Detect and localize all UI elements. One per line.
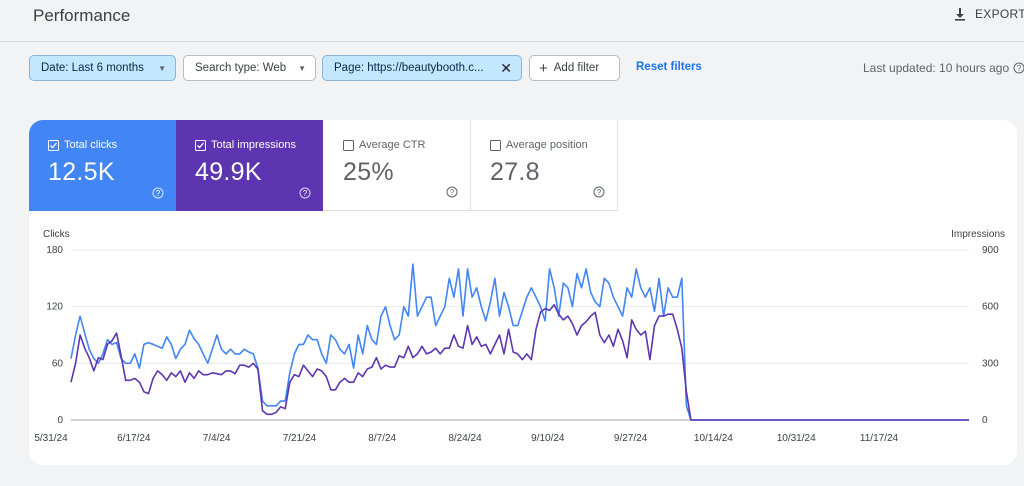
- right-tick-label: 0: [982, 415, 988, 426]
- top-bar: Performance EXPORT: [0, 0, 1024, 42]
- left-tick-label: 0: [57, 415, 63, 426]
- checkbox-unchecked-icon[interactable]: [490, 139, 501, 151]
- last-updated-text: Last updated: 10 hours ago: [863, 61, 1010, 75]
- left-tick-label: 120: [46, 302, 63, 313]
- search-type-filter-chip[interactable]: Search type: Web ▼: [183, 55, 316, 81]
- dropdown-arrow-icon: ▼: [158, 63, 166, 73]
- performance-card: Total clicks 12.5K ? Total impressions 4…: [29, 120, 1017, 465]
- date-filter-chip[interactable]: Date: Last 6 months ▼: [29, 55, 176, 81]
- chart-canvas: 0 0 60 300 120 600 180 900 Clicks Impressions 5/31…: [34, 229, 1005, 444]
- metric-label: Average CTR: [359, 139, 426, 151]
- x-tick-label: 10/14/24: [694, 433, 733, 444]
- left-tick-label: 180: [46, 245, 63, 256]
- page-filter-chip[interactable]: Page: https://beautybooth.c... ✕: [322, 55, 522, 81]
- filter-bar: Date: Last 6 months ▼ Search type: Web ▼…: [0, 54, 1024, 84]
- left-tick-label: 60: [52, 358, 64, 369]
- x-tick-label: 5/31/24: [34, 433, 68, 444]
- page-filter-label: Page: https://beautybooth.c...: [334, 62, 484, 74]
- dropdown-arrow-icon: ▼: [298, 63, 306, 73]
- help-icon[interactable]: ?: [299, 187, 311, 199]
- metric-value: 27.8: [490, 158, 540, 186]
- last-updated: Last updated: 10 hours ago ?: [863, 61, 1024, 75]
- export-button[interactable]: EXPORT: [953, 7, 1024, 21]
- svg-text:?: ?: [597, 188, 602, 197]
- svg-text:?: ?: [1017, 64, 1022, 73]
- help-icon[interactable]: ?: [152, 187, 164, 199]
- search-type-label: Search type: Web: [195, 62, 287, 74]
- x-tick-label: 8/7/24: [368, 433, 396, 444]
- close-icon[interactable]: ✕: [500, 59, 512, 76]
- svg-text:?: ?: [450, 188, 455, 197]
- metric-total-clicks[interactable]: Total clicks 12.5K ?: [29, 120, 176, 211]
- x-tick-label: 7/4/24: [203, 433, 231, 444]
- metric-label: Average position: [506, 139, 588, 151]
- x-tick-label: 7/21/24: [283, 433, 317, 444]
- right-tick-label: 600: [982, 302, 999, 313]
- right-axis-title: Impressions: [951, 229, 1005, 240]
- x-tick-label: 9/27/24: [614, 433, 648, 444]
- metric-average-ctr[interactable]: Average CTR 25% ?: [324, 120, 471, 211]
- export-label: EXPORT: [975, 7, 1024, 21]
- metric-total-impressions[interactable]: Total impressions 49.9K ?: [176, 120, 323, 211]
- x-tick-label: 6/17/24: [117, 433, 151, 444]
- help-icon[interactable]: ?: [1013, 62, 1024, 74]
- checkbox-unchecked-icon[interactable]: [343, 139, 354, 151]
- x-tick-label: 9/10/24: [531, 433, 565, 444]
- performance-chart[interactable]: 0 0 60 300 120 600 180 900 Clicks Impressions 5/31…: [29, 215, 1017, 460]
- right-tick-label: 900: [982, 245, 999, 256]
- series-line-impressions: [70, 304, 969, 421]
- checkbox-checked-icon[interactable]: [195, 139, 206, 151]
- metric-value: 12.5K: [48, 158, 115, 186]
- x-tick-label: 11/17/24: [860, 433, 899, 444]
- x-tick-label: 8/24/24: [448, 433, 482, 444]
- checkbox-checked-icon[interactable]: [48, 139, 59, 151]
- metric-value: 25%: [343, 158, 394, 186]
- svg-text:?: ?: [303, 189, 308, 198]
- metric-average-position[interactable]: Average position 27.8 ?: [471, 120, 618, 211]
- add-filter-label: Add filter: [553, 62, 600, 74]
- plus-icon: +: [539, 59, 548, 77]
- x-tick-label: 10/31/24: [777, 433, 816, 444]
- reset-filters-link[interactable]: Reset filters: [636, 61, 702, 73]
- date-filter-label: Date: Last 6 months: [41, 62, 144, 74]
- help-icon[interactable]: ?: [446, 186, 458, 198]
- metric-label: Total impressions: [211, 139, 296, 151]
- series-line-clicks: [70, 263, 969, 421]
- right-tick-label: 300: [982, 358, 999, 369]
- download-icon: [955, 8, 965, 21]
- add-filter-button[interactable]: + Add filter: [529, 55, 620, 81]
- metric-label: Total clicks: [64, 139, 118, 151]
- page-title: Performance: [33, 6, 131, 25]
- svg-text:?: ?: [156, 189, 161, 198]
- left-axis-title: Clicks: [43, 229, 70, 240]
- metric-value: 49.9K: [195, 158, 262, 186]
- help-icon[interactable]: ?: [593, 186, 605, 198]
